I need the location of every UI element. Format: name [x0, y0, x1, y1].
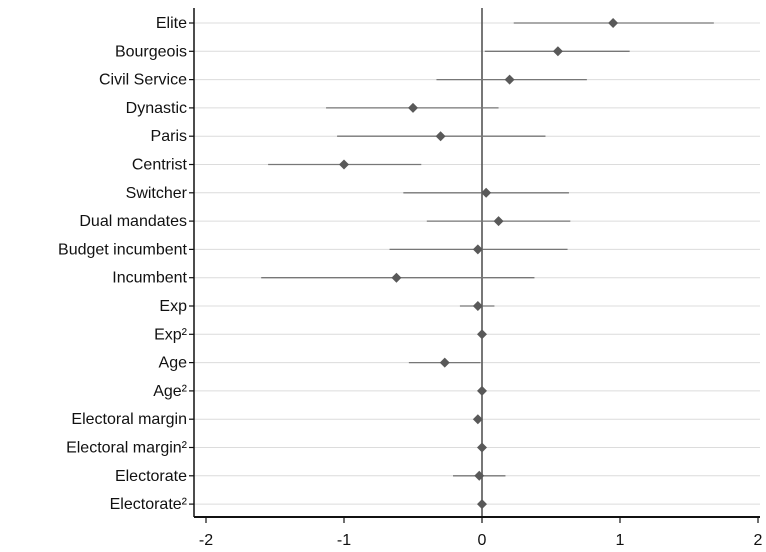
point-estimate	[408, 102, 418, 113]
point-estimate	[435, 131, 446, 142]
x-tick-labels: -2 -1 0 1 2	[199, 532, 763, 549]
point-estimate	[608, 18, 619, 28]
x-tick-label: 1	[616, 532, 625, 549]
point-estimate	[552, 46, 563, 57]
category-label: Budget incumbent	[58, 241, 188, 258]
point-estimate	[439, 357, 450, 368]
point-estimate	[481, 187, 492, 198]
category-label: Dynastic	[126, 100, 187, 117]
category-label: Incumbent	[112, 270, 187, 287]
point-estimate	[474, 470, 485, 481]
category-label: Elite	[156, 15, 187, 32]
category-label: Age	[159, 355, 188, 372]
category-label: Dual mandates	[79, 213, 187, 230]
category-label: Electorate	[115, 468, 187, 485]
category-label: Switcher	[126, 185, 188, 202]
category-label: Centrist	[132, 157, 188, 174]
category-label: Electoral margin²	[66, 440, 188, 457]
category-label: Exp²	[154, 326, 188, 343]
point-estimate	[472, 301, 483, 311]
category-label: Bourgeois	[115, 43, 187, 60]
axes	[189, 8, 760, 523]
point-estimate	[472, 414, 483, 425]
point-estimate	[477, 442, 487, 453]
category-label: Electoral margin	[71, 411, 187, 428]
point-estimate	[477, 385, 487, 396]
point-estimate	[477, 499, 487, 510]
category-label: Age²	[153, 383, 187, 400]
point-estimate	[472, 244, 483, 255]
point-estimates	[339, 18, 619, 510]
x-tick-label: -1	[337, 532, 351, 549]
x-tick-label: 0	[478, 532, 487, 549]
category-label: Paris	[151, 128, 187, 145]
category-label: Civil Service	[99, 72, 187, 89]
x-tick-label: -2	[199, 532, 213, 549]
point-estimate	[493, 216, 504, 227]
point-estimate	[339, 159, 349, 170]
point-estimate	[504, 74, 515, 85]
point-estimate	[391, 272, 402, 283]
category-label: Electorate²	[110, 496, 188, 513]
point-estimate	[477, 329, 487, 340]
category-labels: Elite Bourgeois Civil Service Dynastic Paris…	[58, 15, 188, 513]
x-tick-label: 2	[754, 532, 763, 549]
category-label: Exp	[159, 298, 187, 315]
